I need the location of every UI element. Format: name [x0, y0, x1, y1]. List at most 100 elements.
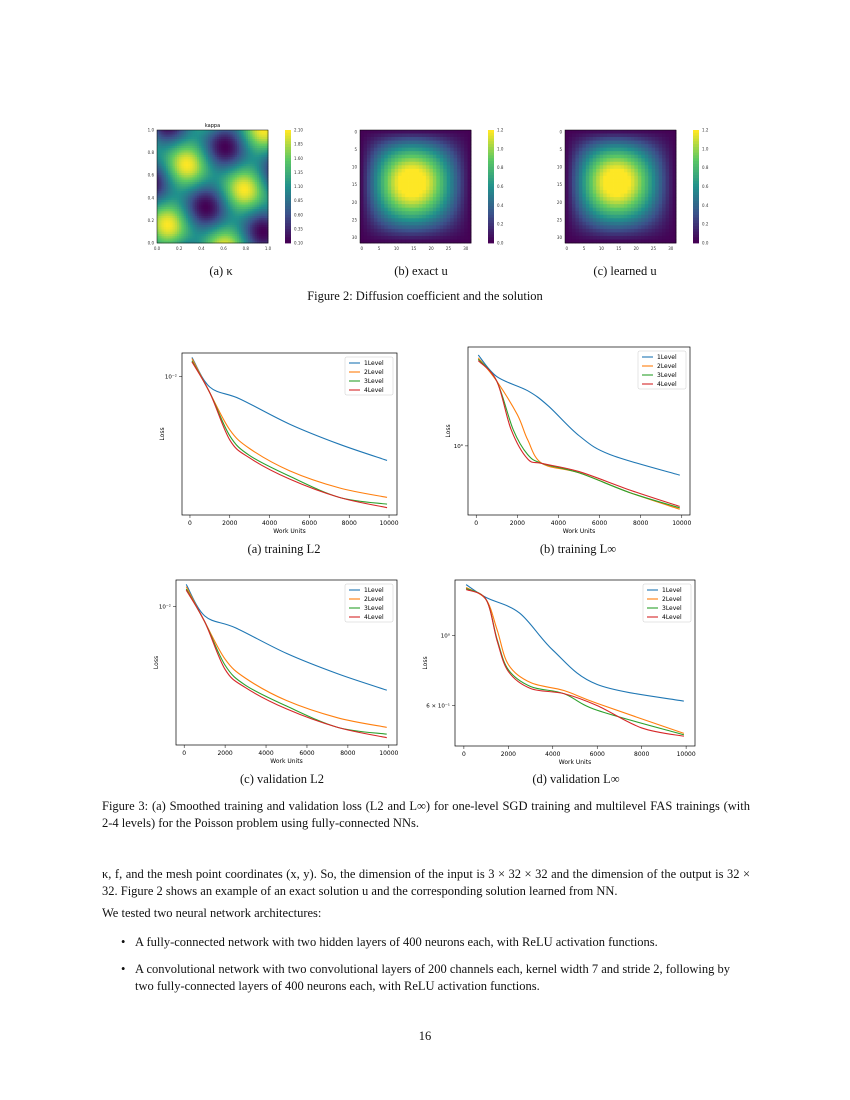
heatmap-cell [208, 181, 211, 185]
heatmap-cell [236, 159, 240, 163]
heatmap-cell [363, 154, 368, 159]
heatmap-cell [250, 136, 253, 140]
heatmap-cell [613, 225, 618, 230]
heatmap-cell [429, 200, 434, 205]
heatmap-cell [672, 218, 677, 223]
heatmap-cell [225, 181, 229, 185]
heatmap-cell [443, 144, 448, 149]
heatmap-cell [582, 239, 587, 244]
colorbar-segment [285, 138, 291, 142]
heatmap-cell [405, 221, 409, 226]
heatmap-cell [370, 154, 375, 159]
heatmap-cell [210, 231, 213, 235]
heatmap-cell [623, 182, 628, 187]
heatmap-cell [436, 228, 441, 233]
heatmap-cell [223, 161, 227, 165]
heatmap-cell [425, 204, 430, 209]
heatmap-cell [366, 218, 371, 223]
heatmap-cell [265, 200, 269, 203]
heatmap-cell [263, 200, 267, 203]
heatmap-cell [192, 132, 196, 135]
heatmap-cell [617, 204, 621, 209]
heatmap-cell [194, 236, 198, 239]
heatmap-cell [565, 140, 569, 145]
heatmap-cell [425, 168, 430, 173]
heatmap-cell [159, 184, 162, 187]
heatmap-cell [205, 206, 209, 210]
heatmap-cell [669, 235, 673, 240]
heatmap-cell [208, 179, 211, 183]
heatmap-cell [232, 204, 236, 208]
heatmap-cell [592, 200, 597, 205]
heatmap-cell [176, 236, 180, 239]
heatmap-cell [263, 238, 267, 242]
heatmap-cell [265, 159, 269, 163]
heatmap-cell [248, 186, 251, 190]
heatmap-cell [161, 233, 165, 237]
heatmap-cell [391, 228, 396, 233]
heatmap-cell [254, 157, 258, 160]
heatmap-cell [603, 133, 608, 138]
colorbar-segment [285, 203, 291, 207]
heatmap-cell [665, 182, 670, 187]
heatmap-cell [672, 175, 677, 180]
y-tick-label: 20 [352, 200, 358, 205]
heatmap-cell [265, 209, 269, 212]
heatmap-cell [157, 186, 160, 190]
heatmap-cell [627, 168, 632, 173]
heatmap-cell [620, 190, 625, 194]
heatmap-cell [172, 148, 176, 151]
heatmap-cell [412, 175, 416, 180]
heatmap-cell [571, 161, 576, 166]
heatmap-cell [380, 204, 385, 209]
heatmap-cell [208, 132, 211, 135]
heatmap-cell [422, 165, 427, 170]
heatmap-cell [165, 213, 169, 217]
heatmap-cell [450, 221, 455, 226]
heatmap-cell [239, 168, 242, 172]
heatmap-cell [219, 231, 222, 235]
heatmap-cell [212, 193, 216, 196]
heatmap-cell [250, 134, 253, 138]
heatmap-cell [199, 213, 202, 217]
heatmap-cell [592, 144, 597, 149]
heatmap-cell [599, 204, 604, 209]
heatmap-cell [377, 235, 382, 240]
heatmap-cell [384, 147, 389, 152]
heatmap-cell [669, 207, 673, 212]
heatmap-cell [230, 213, 233, 217]
heatmap-cell [216, 236, 220, 239]
heatmap-cell [185, 184, 189, 187]
heatmap-cell [467, 158, 472, 163]
heatmap-cell [380, 221, 385, 226]
heatmap-cell [176, 218, 180, 221]
heatmap-cell [429, 130, 434, 134]
heatmap-cell [565, 165, 569, 170]
heatmap-cell [241, 132, 244, 135]
heatmap-cell [377, 151, 382, 156]
heatmap-cell [672, 179, 677, 184]
heatmap-cell [157, 213, 160, 217]
heatmap-cell [620, 137, 625, 141]
heatmap-cell [669, 144, 673, 149]
heatmap-cell [223, 184, 227, 187]
heatmap-cell [391, 147, 396, 152]
heatmap-cell [405, 228, 409, 233]
heatmap-cell [453, 200, 458, 205]
heatmap-cell [170, 195, 173, 199]
heatmap-cell [192, 161, 196, 165]
heatmap-cell [194, 186, 198, 190]
heatmap-cell [210, 240, 213, 244]
heatmap-cell [263, 222, 267, 226]
heatmap-cell [641, 200, 646, 205]
heatmap-cell [665, 165, 670, 170]
heatmap-cell [241, 218, 244, 221]
heatmap-cell [172, 188, 176, 192]
heatmap-cell [457, 144, 461, 149]
heatmap-cell [170, 202, 173, 205]
heatmap-cell [239, 184, 242, 187]
heatmap-cell [225, 188, 229, 192]
heatmap-cell [630, 147, 635, 152]
heatmap-cell [360, 190, 364, 194]
